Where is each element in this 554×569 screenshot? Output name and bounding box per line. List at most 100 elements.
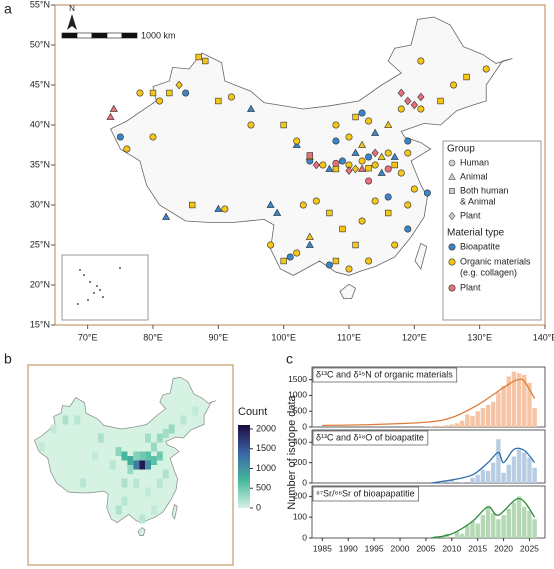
point (166, 89, 173, 97)
point (377, 168, 386, 176)
title-box (312, 367, 458, 383)
bar (501, 472, 506, 483)
point (404, 149, 412, 157)
y-tick-label: 500 (293, 405, 307, 415)
point (339, 225, 346, 233)
legend-label: (e.g. collagen) (460, 267, 517, 277)
point (149, 89, 157, 97)
heat-cell (139, 514, 146, 524)
point (312, 160, 320, 170)
heat-cell (80, 478, 87, 488)
x-tick-label: 130°E (467, 332, 492, 342)
point (156, 97, 164, 105)
x-tick-label: 2010 (442, 543, 461, 553)
point (410, 185, 418, 193)
bar (496, 439, 501, 483)
legend-label: Animal (460, 171, 488, 181)
y-tick-label: 400 (293, 436, 307, 446)
point (319, 161, 327, 169)
bar (491, 401, 496, 427)
x-tick-label: 110°E (337, 332, 361, 342)
bar (444, 425, 449, 427)
panel-title: δ¹³C and δ¹⁸O of bioapatite (316, 432, 424, 442)
bar (506, 508, 511, 538)
point (404, 225, 412, 233)
x-tick-label: 90°E (209, 332, 229, 342)
point (299, 201, 307, 209)
bar (459, 533, 465, 538)
point (371, 197, 379, 205)
heat-cell (74, 415, 81, 425)
point (325, 261, 333, 269)
bar (454, 423, 460, 427)
point (450, 81, 458, 89)
north-arrow (67, 14, 77, 30)
point (195, 53, 202, 61)
point (214, 204, 223, 212)
y-axis-label: Number of isotope data (286, 394, 298, 509)
point (332, 257, 340, 265)
point (384, 149, 392, 157)
point (365, 165, 372, 172)
island (77, 303, 79, 305)
bar (480, 469, 486, 483)
heat-cell (151, 442, 157, 452)
point (377, 152, 386, 160)
bar (506, 376, 511, 427)
heat-cell (133, 478, 140, 488)
bar (475, 411, 480, 427)
point (332, 159, 340, 167)
heat-cell (162, 469, 169, 479)
point (106, 112, 115, 120)
point (189, 201, 196, 209)
point (417, 57, 425, 65)
x-tick-label: 70°E (78, 332, 98, 342)
scale-bar (121, 32, 138, 39)
bar (527, 457, 532, 483)
point (358, 140, 367, 148)
panel-title: δ¹³C and δ¹⁵N of organic materials (316, 369, 453, 379)
heat-cell (92, 451, 98, 461)
x-tick-label: 140°E (533, 332, 554, 342)
land (339, 283, 357, 299)
bar (516, 449, 522, 483)
bar (485, 404, 491, 427)
bar (485, 506, 491, 538)
point (280, 121, 287, 129)
panel-label: a (4, 1, 12, 17)
bar (491, 462, 496, 483)
bar (449, 424, 455, 427)
heat-cell (156, 451, 163, 461)
x-tick-label: 100°E (271, 332, 296, 342)
point (391, 241, 399, 249)
heat-cell (139, 460, 146, 470)
point (365, 117, 373, 125)
heat-cell (145, 433, 151, 443)
bar (516, 373, 522, 427)
point (247, 121, 255, 129)
panel-title: ⁸⁷Sr/⁸⁶Sr of bioapapatitie (316, 488, 415, 498)
point (410, 100, 418, 110)
colorbar (238, 425, 250, 508)
x-tick-label: 1995 (365, 543, 384, 553)
colorbar-title: Count (238, 406, 267, 418)
island (79, 269, 81, 271)
point (149, 133, 157, 141)
island (119, 267, 121, 269)
point (338, 157, 346, 165)
bar (454, 531, 460, 538)
heat-cell (145, 451, 151, 461)
heat-cell (109, 460, 116, 470)
heat-cell (121, 496, 128, 506)
point (365, 257, 373, 265)
point (384, 165, 392, 173)
heat-cell (156, 478, 163, 488)
heat-cell (151, 456, 157, 465)
point (365, 177, 373, 185)
x-tick-label: 1990 (339, 543, 358, 553)
scale-bar (76, 32, 93, 39)
point (306, 152, 313, 159)
heat-cell (127, 456, 134, 465)
land (414, 242, 428, 270)
point (293, 249, 301, 257)
